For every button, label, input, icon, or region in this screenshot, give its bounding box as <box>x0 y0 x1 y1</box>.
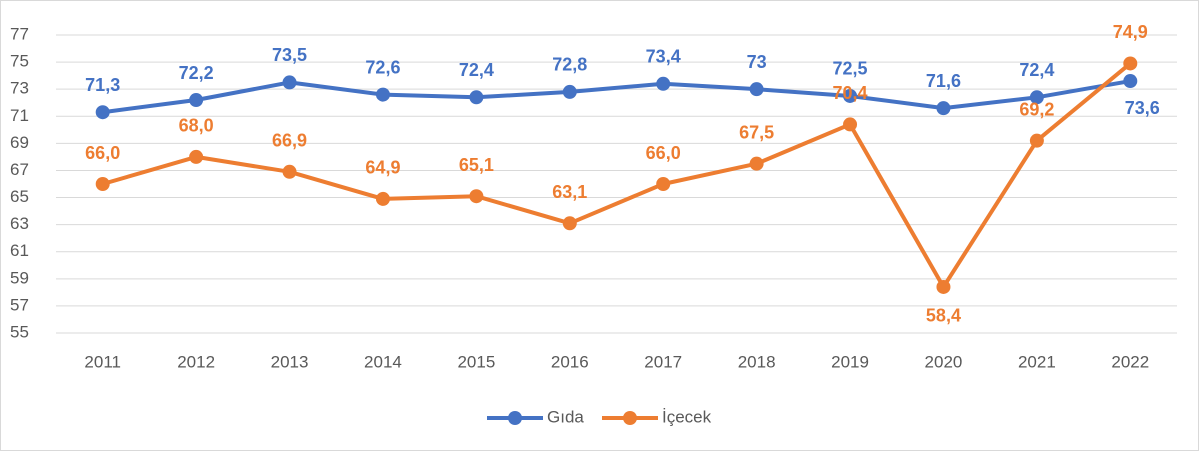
legend-label: Gıda <box>547 407 584 426</box>
y-tick-label: 55 <box>10 322 29 341</box>
y-tick-label: 63 <box>10 214 29 233</box>
data-point <box>189 149 204 164</box>
y-tick-label: 65 <box>10 187 29 206</box>
x-tick-label: 2016 <box>551 352 589 371</box>
data-label: 68,0 <box>179 116 214 136</box>
legend-label: İçecek <box>662 407 712 426</box>
data-label: 72,8 <box>552 55 587 75</box>
legend-marker <box>623 411 637 425</box>
x-tick-label: 2021 <box>1018 352 1056 371</box>
data-label: 69,2 <box>1019 99 1054 119</box>
data-point <box>1123 74 1138 89</box>
data-label: 73 <box>747 52 767 72</box>
series-line <box>102 79 1131 115</box>
data-label: 71,6 <box>926 71 961 91</box>
data-point <box>469 90 484 105</box>
data-point <box>282 164 297 179</box>
y-tick-label: 67 <box>10 160 29 179</box>
data-point <box>375 87 390 102</box>
data-point <box>375 191 390 206</box>
data-point <box>936 279 951 294</box>
data-point <box>562 216 577 231</box>
x-tick-label: 2014 <box>364 352 402 371</box>
data-point <box>749 82 764 97</box>
data-point <box>95 105 110 120</box>
data-point <box>936 101 951 116</box>
data-label: 74,9 <box>1113 22 1148 42</box>
data-label: 67,5 <box>739 122 774 142</box>
x-tick-label: 2012 <box>177 352 215 371</box>
data-label: 70,4 <box>833 83 868 103</box>
data-label: 66,9 <box>272 131 307 151</box>
y-tick-label: 73 <box>10 79 29 98</box>
data-point <box>843 117 858 132</box>
data-label: 72,5 <box>833 59 868 79</box>
data-point <box>656 177 671 191</box>
data-point <box>469 189 484 204</box>
y-tick-label: 61 <box>10 241 29 260</box>
x-tick-label: 2018 <box>738 352 776 371</box>
data-label: 63,1 <box>552 182 587 202</box>
data-point <box>189 93 204 108</box>
data-point <box>1029 133 1044 148</box>
data-label: 65,1 <box>459 155 494 175</box>
data-label: 72,4 <box>459 60 494 80</box>
y-tick-label: 75 <box>10 52 29 71</box>
data-point <box>95 177 110 191</box>
legend-marker <box>508 411 522 425</box>
y-tick-label: 77 <box>10 24 29 43</box>
y-tick-label: 57 <box>10 295 29 314</box>
data-label: 66,0 <box>85 143 120 163</box>
data-label: 72,4 <box>1019 60 1054 80</box>
x-tick-label: 2020 <box>925 352 963 371</box>
data-point <box>843 88 858 103</box>
series-line <box>102 61 1132 289</box>
x-tick-label: 2017 <box>644 352 682 371</box>
data-label: 58,4 <box>926 306 961 326</box>
data-point <box>562 84 577 99</box>
data-point <box>282 75 297 90</box>
data-label: 73,6 <box>1125 98 1160 118</box>
data-label: 73,4 <box>646 47 681 67</box>
data-point <box>656 76 671 91</box>
data-label: 71,3 <box>85 75 120 95</box>
data-label: 66,0 <box>646 143 681 163</box>
data-point <box>749 156 764 171</box>
data-point <box>1123 56 1138 71</box>
data-label: 73,5 <box>272 45 307 65</box>
y-tick-label: 71 <box>10 106 29 125</box>
x-tick-label: 2011 <box>84 352 121 371</box>
data-label: 64,9 <box>365 158 400 178</box>
data-label: 72,6 <box>365 57 400 77</box>
x-tick-label: 2015 <box>457 352 495 371</box>
y-tick-label: 69 <box>10 133 29 152</box>
data-label: 72,2 <box>179 63 214 83</box>
x-tick-label: 2022 <box>1111 352 1149 371</box>
x-tick-label: 2013 <box>271 352 309 371</box>
y-tick-label: 59 <box>10 268 29 287</box>
data-point <box>1029 90 1044 105</box>
x-tick-label: 2019 <box>831 352 869 371</box>
